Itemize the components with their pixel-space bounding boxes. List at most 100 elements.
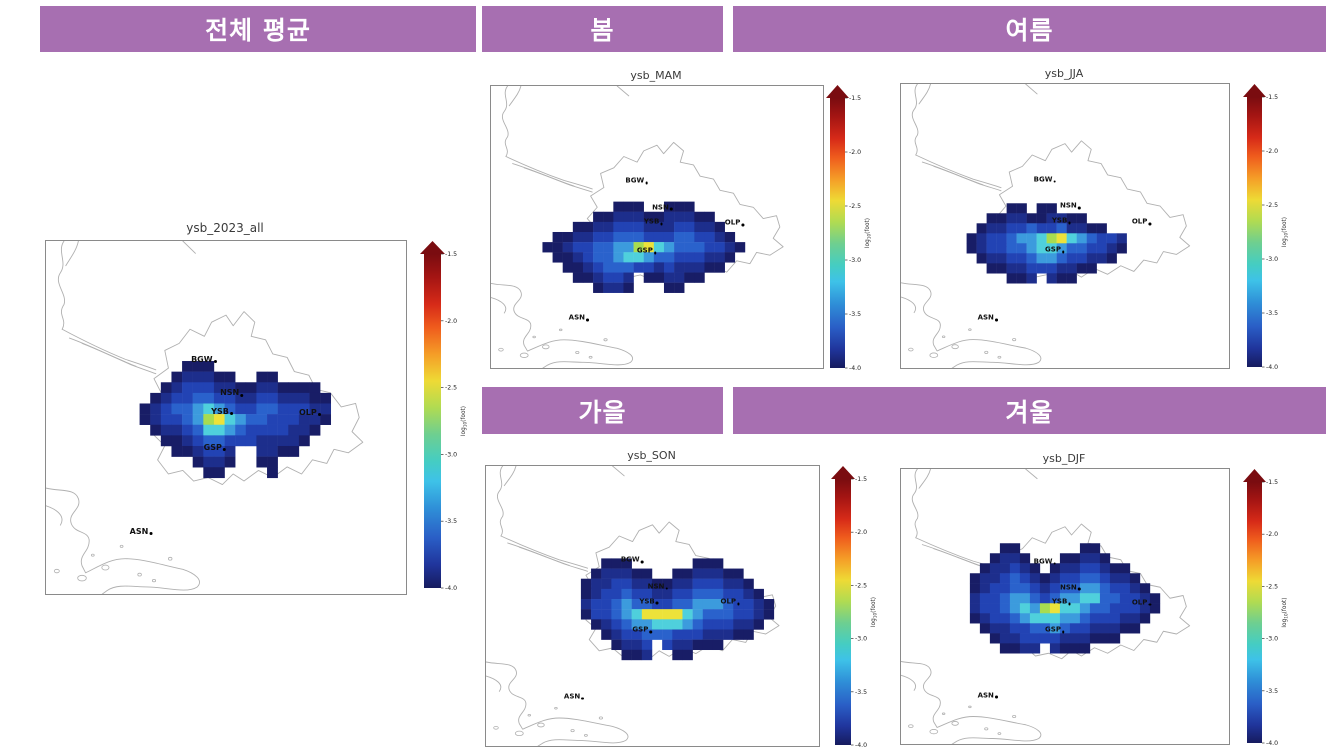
footprint-cell — [552, 231, 563, 243]
footprint-cell — [298, 382, 310, 394]
footprint-cell — [734, 242, 746, 253]
colorbar-tick-label: -1.5 — [1266, 94, 1278, 101]
footprint-cell — [1039, 603, 1051, 614]
footprint-cell — [712, 629, 724, 640]
footprint-cell — [1129, 583, 1141, 594]
footprint-cell — [267, 414, 278, 425]
map-canvas-spring — [491, 86, 823, 368]
footprint-cell — [1099, 603, 1111, 614]
footprint-cell — [1109, 593, 1121, 604]
station-name: ASN — [977, 313, 994, 322]
footprint-cell — [613, 262, 624, 273]
footprint-cell — [256, 392, 268, 404]
map-title-summer: ysb_JJA — [1044, 67, 1084, 80]
footprint-cell — [641, 588, 653, 600]
footprint-cell — [712, 609, 724, 620]
footprint-cell — [1119, 563, 1131, 574]
station-label-bgw: BGW — [1033, 557, 1057, 566]
map-title-winter: ysb_DJF — [1042, 452, 1086, 465]
footprint-cell — [674, 242, 685, 253]
footprint-cell — [611, 588, 622, 600]
footprint-cell — [1086, 233, 1097, 244]
footprint-cell — [580, 599, 592, 610]
footprint-cell — [633, 211, 644, 223]
colorbar-axis-label: log10(foot) — [461, 406, 467, 436]
station-dot — [1061, 250, 1065, 254]
station-dot — [1068, 221, 1071, 225]
footprint-cell — [979, 563, 991, 574]
footprint-cell — [694, 252, 705, 263]
footprint-cell — [672, 588, 683, 600]
footprint-cell — [1019, 573, 1031, 584]
footprint-cell — [1019, 603, 1031, 614]
footprint-cell — [1099, 583, 1111, 594]
footprint-cell — [277, 445, 289, 457]
station-name: OLP — [1131, 598, 1148, 607]
footprint-cell — [1149, 593, 1161, 604]
footprint-cell — [160, 382, 172, 394]
footprint-cell — [692, 568, 704, 579]
footprint-cell — [989, 633, 1001, 644]
footprint-cell — [582, 272, 594, 283]
footprint-cell — [171, 414, 183, 425]
footprint-cell — [288, 414, 300, 425]
footprint-cell — [1106, 233, 1117, 244]
footprint-cell — [682, 609, 693, 620]
station-name: GSP — [636, 246, 653, 255]
station-dot — [1148, 603, 1152, 606]
footprint-cell — [203, 424, 215, 436]
footprint-cell — [1119, 593, 1131, 604]
map-title-autumn: ysb_SON — [627, 449, 676, 462]
footprint-cell — [572, 231, 584, 243]
footprint-cell — [603, 211, 614, 223]
footprint-cell — [986, 263, 997, 274]
footprint-cell — [552, 242, 563, 253]
station-dot — [1148, 222, 1152, 226]
footprint-cell — [235, 382, 247, 394]
colorbar-tick-label: -1.5 — [445, 251, 457, 258]
footprint-cell — [192, 424, 204, 436]
footprint-cell — [989, 613, 1001, 624]
footprint-cell — [682, 629, 693, 640]
footprint-cell — [1079, 623, 1091, 634]
footprint-cell — [613, 211, 624, 223]
colorbar-tick-label: -3.0 — [849, 257, 861, 264]
footprint-cell — [288, 424, 300, 436]
footprint-cell — [213, 403, 225, 415]
footprint-cell — [182, 403, 193, 415]
footprint-cell — [593, 231, 604, 243]
footprint-cell — [724, 231, 736, 243]
footprint-cell — [663, 221, 675, 233]
footprint-cell — [256, 371, 268, 383]
footprint-cell — [1109, 573, 1121, 584]
station-name: BGW — [1033, 557, 1053, 566]
footprint-cell — [267, 456, 278, 468]
footprint-cell — [562, 252, 574, 263]
footprint-cell — [641, 629, 653, 640]
station-label-nsn: NSN — [1060, 584, 1081, 591]
colorbar-tick-label: -4.0 — [849, 365, 861, 372]
colorbar-axis-label: log10(foot) — [1282, 597, 1288, 627]
footprint-cell — [623, 211, 634, 223]
footprint-cell — [1076, 223, 1087, 234]
footprint-cell — [139, 403, 151, 415]
footprint-cell — [277, 382, 289, 394]
footprint-cell — [309, 403, 321, 415]
footprint-cell — [224, 424, 236, 436]
footprint-cell — [674, 211, 685, 223]
footprint-cell — [692, 629, 704, 640]
footprint-cell — [1049, 623, 1061, 634]
footprint-cell — [611, 629, 622, 640]
footprint-cell — [733, 619, 744, 630]
footprint-cell — [979, 573, 991, 584]
footprint-cell — [591, 619, 602, 630]
footprint-cell — [684, 242, 695, 253]
footprint-cell — [723, 588, 734, 600]
footprint-cell — [1036, 203, 1047, 214]
footprint-cell — [1009, 553, 1021, 564]
footprint-cell — [684, 201, 695, 212]
footprint-cell — [1066, 273, 1077, 284]
footprint-cell — [733, 568, 744, 579]
footprint-cell — [591, 568, 602, 579]
footprint-cell — [662, 619, 673, 630]
